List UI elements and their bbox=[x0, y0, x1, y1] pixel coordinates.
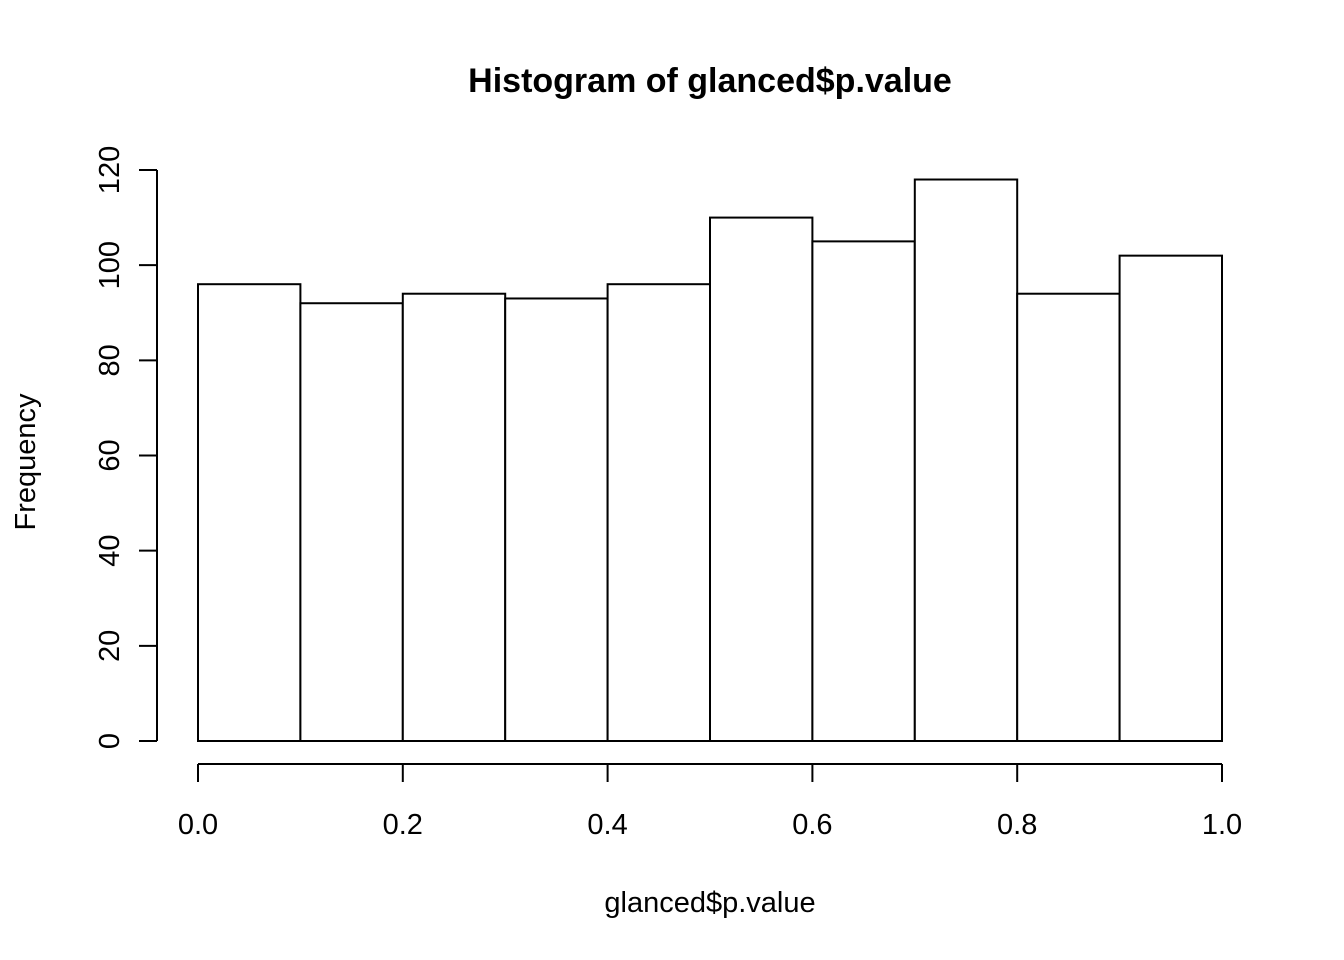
x-tick-label: 0.4 bbox=[587, 809, 627, 841]
x-tick-label: 0.0 bbox=[178, 809, 218, 841]
y-tick-label: 20 bbox=[94, 630, 126, 662]
y-tick-label: 60 bbox=[94, 439, 126, 471]
y-tick-label: 80 bbox=[94, 344, 126, 376]
x-tick-label: 0.6 bbox=[792, 809, 832, 841]
x-tick-label: 0.8 bbox=[997, 809, 1037, 841]
x-tick-label: 1.0 bbox=[1202, 809, 1242, 841]
y-axis-label: Frequency bbox=[10, 393, 42, 531]
histogram-bar bbox=[197, 283, 302, 742]
y-tick-label: 0 bbox=[94, 733, 126, 749]
histogram-bar bbox=[709, 216, 814, 743]
x-axis-label: glanced$p.value bbox=[604, 887, 815, 919]
histogram-bar bbox=[1118, 254, 1223, 742]
y-axis: 0 20 40 60 80 100 120 bbox=[94, 146, 158, 749]
histogram-bar bbox=[1016, 292, 1121, 742]
histogram-bar bbox=[504, 297, 609, 742]
y-tick-label: 100 bbox=[94, 241, 126, 289]
histogram-bar bbox=[811, 240, 916, 742]
bars-group bbox=[197, 178, 1223, 743]
x-tick-label: 0.2 bbox=[383, 809, 423, 841]
chart-title: Histogram of glanced$p.value bbox=[468, 62, 952, 100]
histogram-bar bbox=[401, 292, 507, 742]
histogram-bar bbox=[606, 283, 711, 742]
y-tick-label: 40 bbox=[94, 535, 126, 567]
histogram-bar bbox=[913, 178, 1019, 742]
y-tick-label: 120 bbox=[94, 146, 126, 194]
x-axis: 0.0 0.2 0.4 0.6 0.8 1.0 bbox=[178, 763, 1242, 841]
histogram-bar bbox=[299, 302, 404, 742]
